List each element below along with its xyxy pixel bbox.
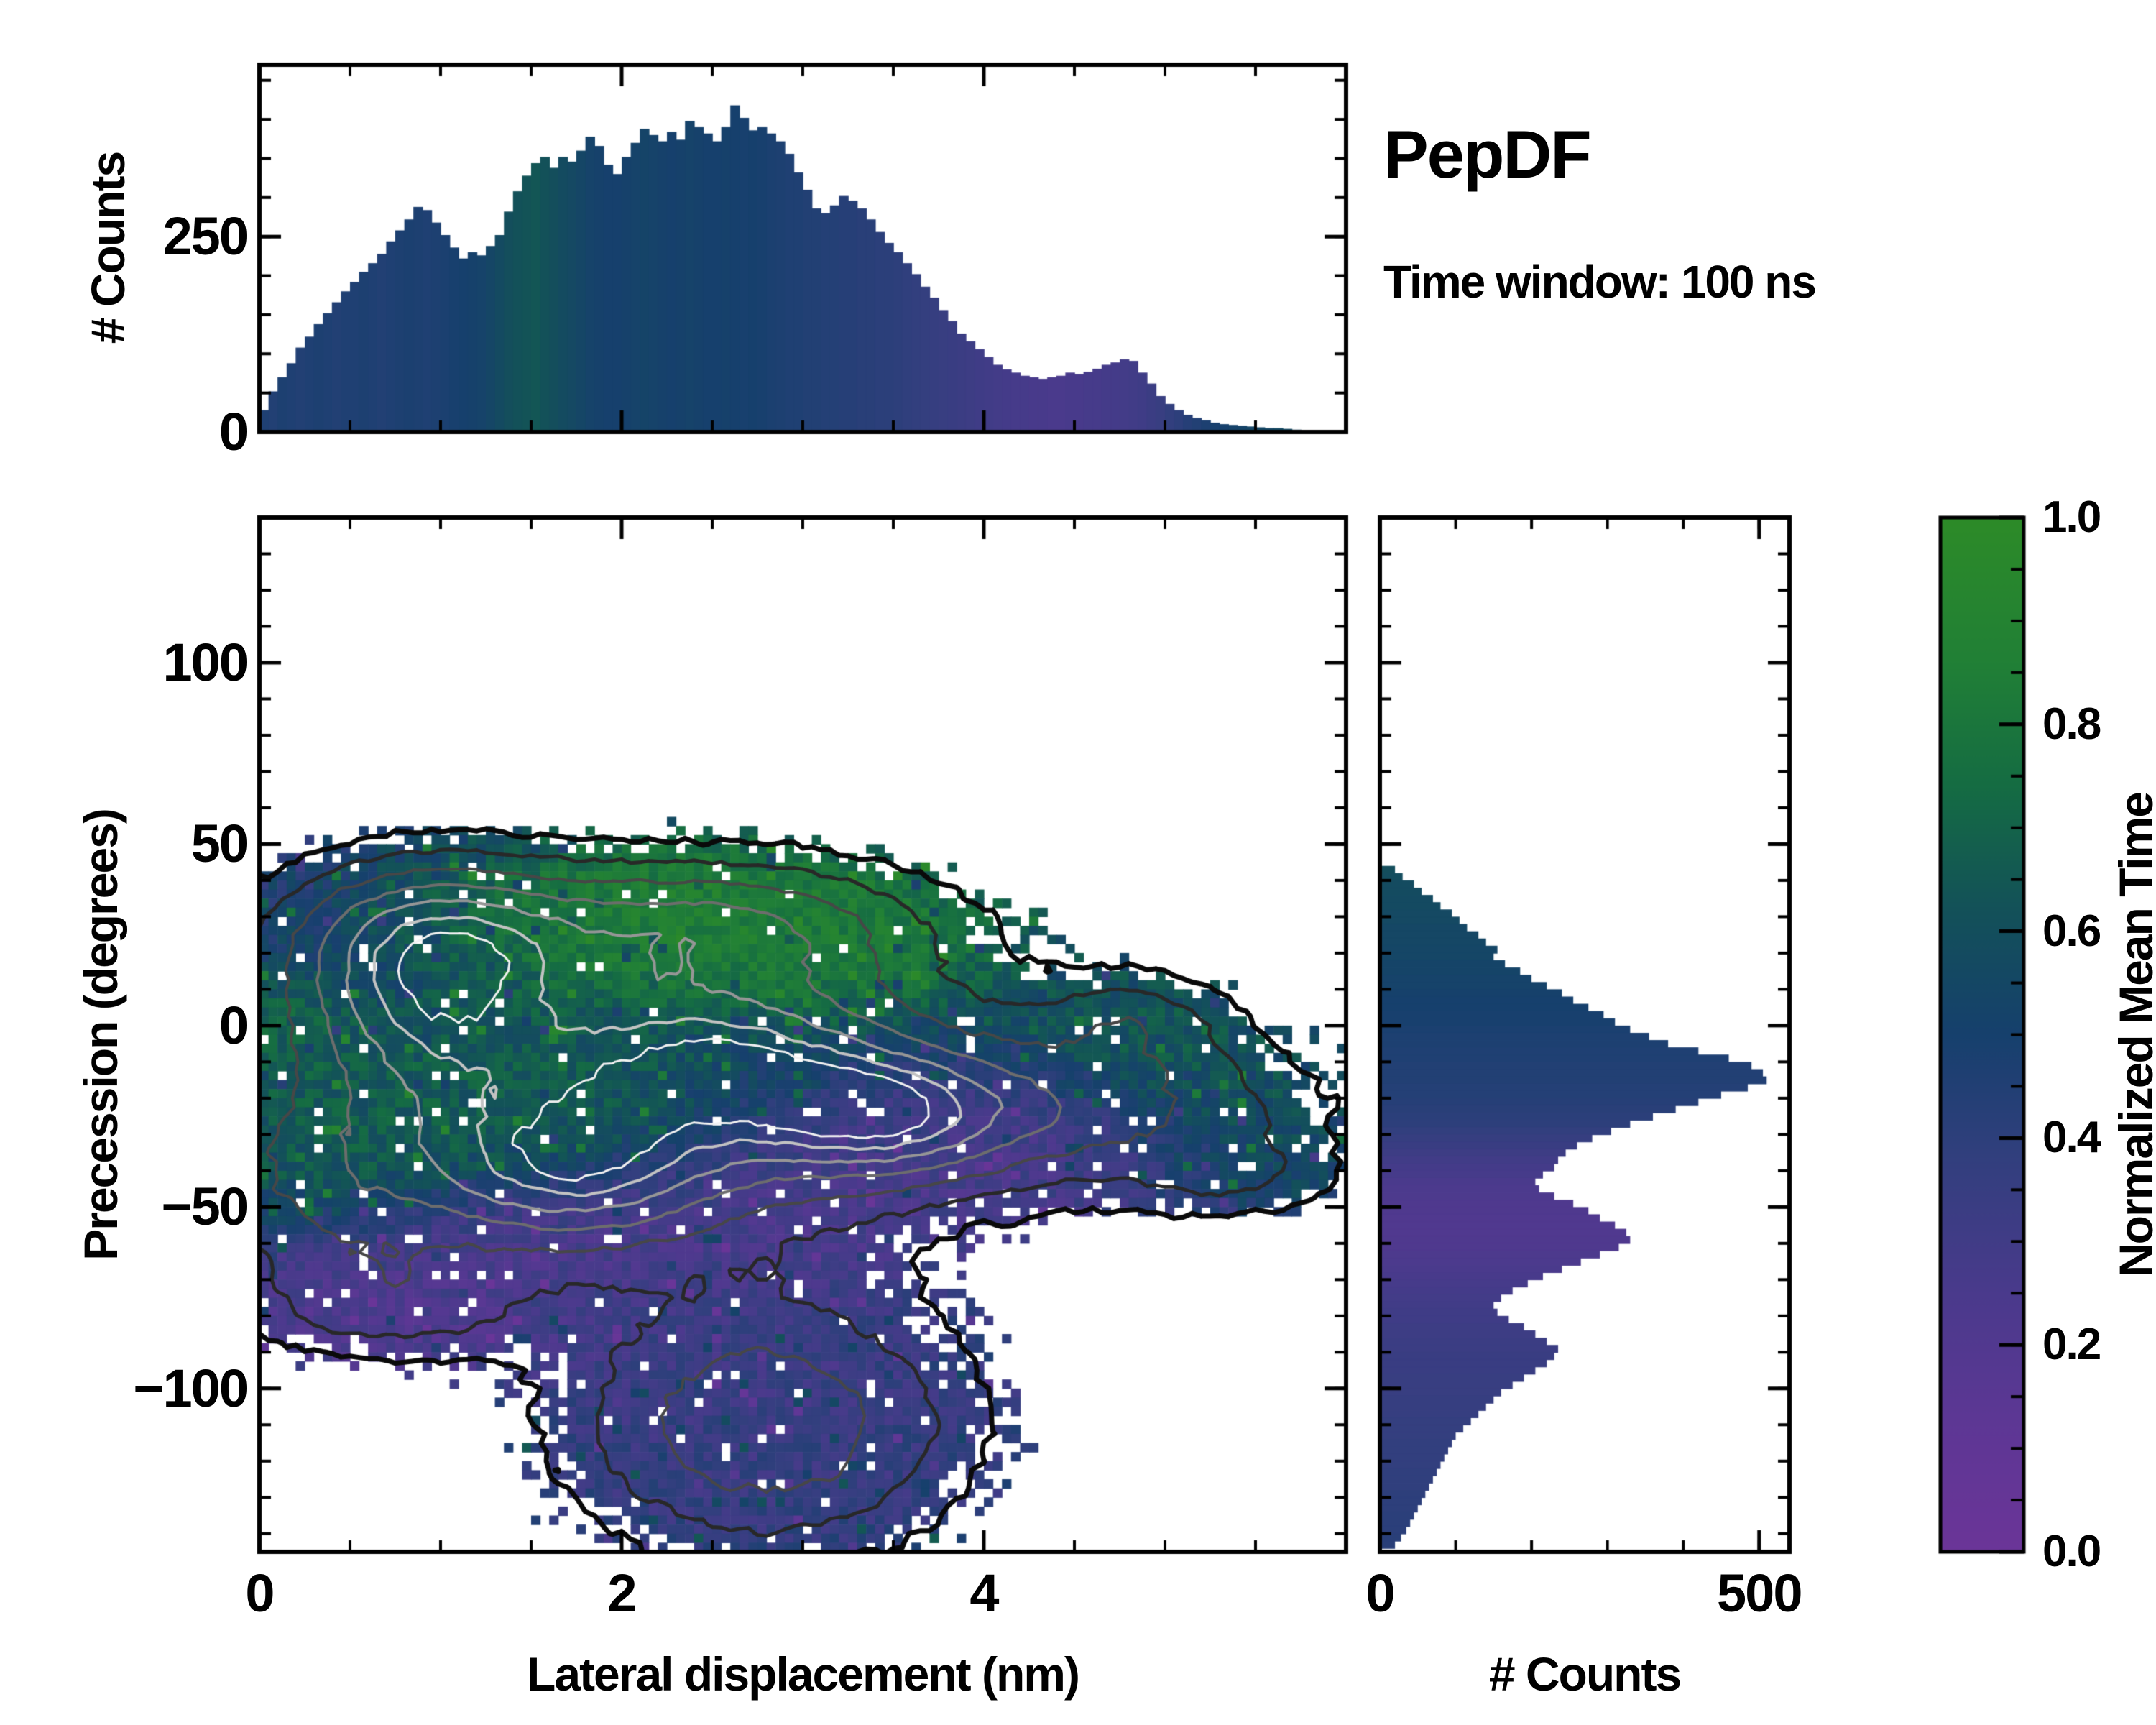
right-hist-xtick-label: 0 xyxy=(1365,1563,1395,1623)
top-hist-ylabel: # Counts xyxy=(81,152,134,344)
top-hist-ytick-label: 250 xyxy=(162,206,249,267)
main-ytick-label: 100 xyxy=(162,632,249,692)
main-xtick-label: 4 xyxy=(969,1563,999,1623)
top-hist-ytick-label: 0 xyxy=(218,402,249,461)
colorbar-tick-label: 0.4 xyxy=(2042,1113,2101,1163)
figure-title: PepDF xyxy=(1383,116,1592,192)
right-hist-xlabel: # Counts xyxy=(1488,1647,1682,1701)
main-ytick-label: −50 xyxy=(161,1177,249,1237)
main-xtick-label: 2 xyxy=(607,1563,637,1623)
right-hist-xtick-label: 500 xyxy=(1717,1563,1802,1623)
colorbar-label: Normalized Mean Time xyxy=(2109,793,2156,1277)
main-ytick-label: −100 xyxy=(133,1358,249,1418)
colorbar-tick-label: 0.0 xyxy=(2042,1527,2101,1576)
main-xlabel: Lateral displacement (nm) xyxy=(527,1647,1080,1701)
colorbar-tick-label: 1.0 xyxy=(2042,492,2101,542)
colorbar-tick-label: 0.2 xyxy=(2042,1320,2101,1370)
main-ylabel: Precession (degrees) xyxy=(74,809,127,1261)
main-ytick-label: 0 xyxy=(218,995,249,1055)
main-xtick-label: 0 xyxy=(245,1563,275,1623)
main-ytick-label: 50 xyxy=(190,814,249,874)
figure-subtitle: Time window: 100 ns xyxy=(1383,256,1817,308)
colorbar-tick-label: 0.6 xyxy=(2042,906,2101,956)
colorbar-tick-label: 0.8 xyxy=(2042,699,2101,749)
